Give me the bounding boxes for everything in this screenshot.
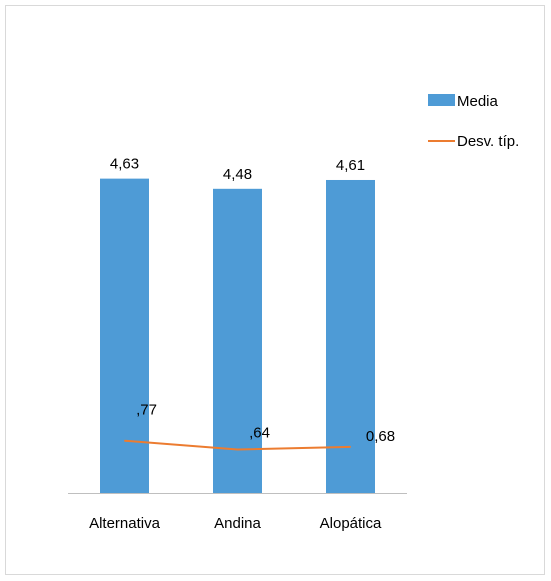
labels-layer: 4,63 4,48 4,61 ,77 ,64 0,68	[110, 156, 395, 445]
line-layer	[124, 439, 351, 451]
legend-swatch-media	[428, 94, 455, 106]
bar-value-label: 4,48	[223, 166, 252, 183]
legend-label-media: Media	[457, 93, 499, 110]
legend-label-desv: Desv. típ.	[457, 133, 519, 150]
line-point	[237, 449, 238, 451]
line-point	[124, 440, 125, 442]
line-value-label: ,64	[249, 425, 270, 442]
legend: Media Desv. típ.	[428, 93, 519, 150]
line-point	[350, 446, 351, 448]
bar-value-label: 4,63	[110, 156, 139, 173]
bar-alternativa	[100, 178, 149, 494]
bar-andina	[213, 188, 262, 494]
ticks-layer: Alternativa Andina Alopática	[89, 515, 382, 532]
line-value-label: 0,68	[366, 428, 395, 445]
line-value-label: ,77	[136, 402, 157, 419]
bars-layer	[100, 178, 375, 494]
x-tick-label: Andina	[214, 515, 261, 532]
x-tick-label: Alopática	[320, 515, 382, 532]
bar-value-label: 4,61	[336, 157, 365, 174]
x-tick-label: Alternativa	[89, 515, 161, 532]
bar-alopática	[326, 179, 375, 493]
